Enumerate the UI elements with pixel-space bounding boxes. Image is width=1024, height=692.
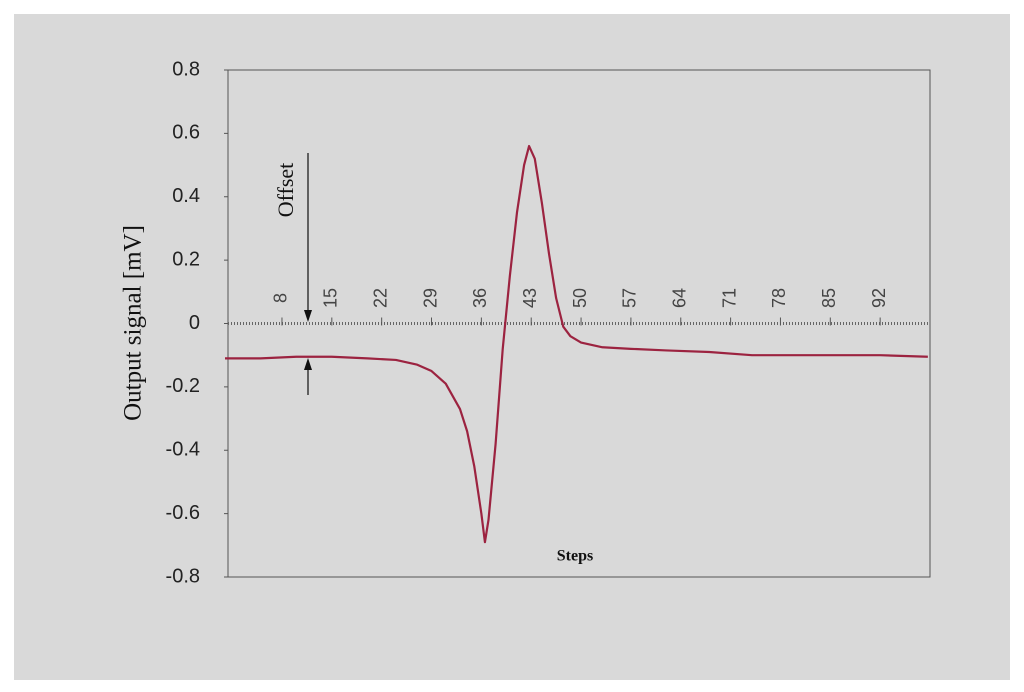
x-tick-label: 22 (370, 288, 390, 308)
y-tick-label: -0.4 (166, 439, 200, 461)
x-tick-label: 43 (520, 288, 540, 308)
y-tick-label: 0 (189, 312, 200, 334)
x-tick-label: 92 (869, 288, 889, 308)
y-tick-label: 0.2 (172, 248, 200, 270)
y-tick-label: -0.6 (166, 502, 200, 524)
y-tick-label: 0.8 (172, 58, 200, 80)
x-tick-label: 36 (470, 288, 490, 308)
offset-arrows (304, 153, 312, 395)
x-tick-label: 78 (769, 288, 789, 308)
x-tick-label: 85 (819, 288, 839, 308)
data-line (225, 144, 928, 544)
x-tick-label: 57 (620, 288, 640, 308)
y-tick-label: 0.4 (172, 185, 200, 207)
x-tick-label: 15 (321, 288, 341, 308)
x-tick-label: 64 (670, 288, 690, 308)
x-tick-label: 71 (719, 288, 739, 308)
y-tick-label: -0.2 (166, 375, 200, 397)
y-tick-label: 0.6 (172, 122, 200, 144)
y-tick-label: -0.8 (166, 565, 200, 587)
x-tick-label: 29 (420, 288, 440, 308)
x-axis-label: Steps (557, 548, 593, 565)
x-tick-label: 8 (271, 293, 291, 303)
annotation: Offset (273, 163, 298, 218)
y-axis-label: Output signal [mV] (120, 225, 147, 421)
x-tick-label: 50 (570, 288, 590, 308)
background-panel (14, 14, 1010, 680)
